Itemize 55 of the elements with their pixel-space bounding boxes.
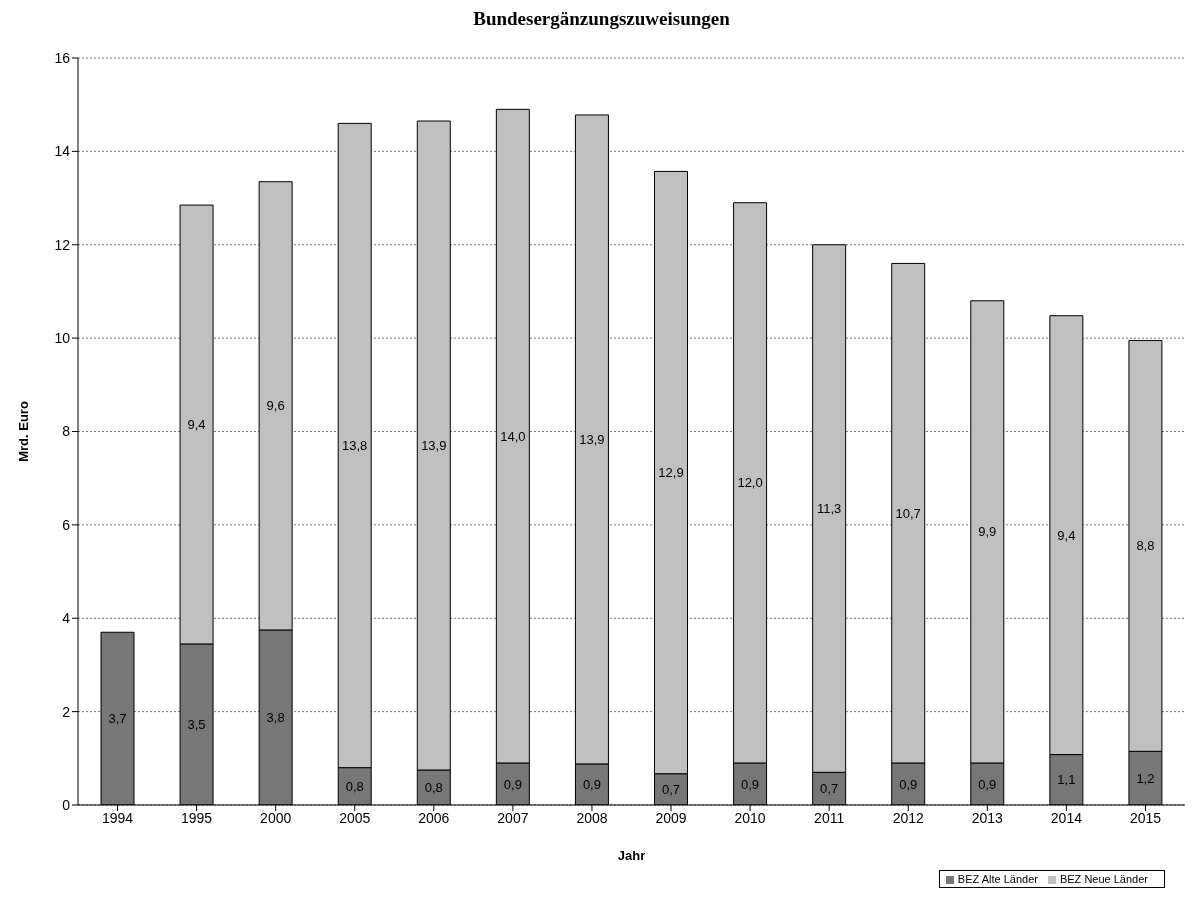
data-label: 0,9	[741, 776, 760, 792]
y-tick-label: 14	[54, 143, 71, 160]
data-label: 9,6	[266, 398, 285, 414]
y-tick-label: 2	[62, 703, 71, 720]
data-label: 13,9	[421, 438, 447, 454]
data-label: 13,9	[579, 432, 605, 448]
data-label: 0,9	[503, 776, 522, 792]
chart-title: Bundesergänzungszuweisungen	[472, 8, 731, 30]
x-tick-label: 2015	[1129, 809, 1162, 826]
data-label: 0,8	[424, 780, 443, 796]
data-label: 13,8	[342, 438, 368, 454]
data-label: 9,9	[978, 524, 997, 540]
y-tick-label: 8	[62, 423, 71, 440]
data-label: 9,4	[1057, 527, 1076, 543]
data-label: 0,7	[661, 781, 681, 797]
data-label: 0,8	[345, 778, 364, 794]
legend-label: BEZ Neue Länder	[1059, 873, 1148, 885]
y-tick-label: 6	[62, 516, 71, 533]
data-label: 3,8	[266, 710, 285, 726]
x-tick-label: 2008	[576, 809, 608, 826]
data-label: 9,4	[187, 417, 206, 433]
data-label: 12,0	[737, 475, 763, 491]
data-label: 14,0	[500, 428, 526, 444]
x-tick-label: 2009	[655, 809, 687, 826]
x-tick-label: 2000	[260, 809, 292, 826]
y-axis-title: Mrd. Euro	[15, 401, 31, 462]
y-tick-label: 0	[62, 796, 71, 813]
data-label: 10,7	[895, 505, 921, 521]
data-label: 8,8	[1136, 538, 1155, 554]
x-tick-label: 2007	[497, 809, 529, 826]
y-tick-label: 16	[54, 49, 71, 66]
y-tick-label: 12	[54, 236, 71, 253]
x-tick-label: 2011	[814, 809, 845, 826]
x-tick-label: 1994	[101, 809, 134, 826]
data-label: 12,9	[658, 465, 684, 481]
x-tick-label: 2006	[418, 809, 450, 826]
data-label: 0,9	[582, 777, 601, 793]
data-label: 0,7	[820, 781, 839, 797]
y-tick-label: 4	[62, 610, 71, 627]
x-tick-label: 2005	[339, 809, 371, 826]
data-label: 3,5	[187, 717, 206, 733]
x-tick-label: 2014	[1050, 809, 1083, 826]
x-tick-label: 2013	[971, 809, 1004, 826]
data-label: 0,9	[978, 776, 997, 792]
y-tick-label: 10	[54, 330, 71, 347]
legend-label: BEZ Alte Länder	[957, 873, 1038, 885]
x-tick-label: 2012	[892, 809, 925, 826]
x-tick-label: 2010	[734, 809, 766, 826]
data-label: 1,2	[1136, 770, 1155, 786]
x-axis-title: Jahr	[617, 848, 646, 863]
data-label: 3,7	[108, 711, 127, 727]
data-label: 1,1	[1057, 772, 1076, 788]
x-tick-label: 1995	[181, 809, 213, 826]
data-label: 11,3	[816, 501, 842, 517]
data-label: 0,9	[899, 776, 918, 792]
